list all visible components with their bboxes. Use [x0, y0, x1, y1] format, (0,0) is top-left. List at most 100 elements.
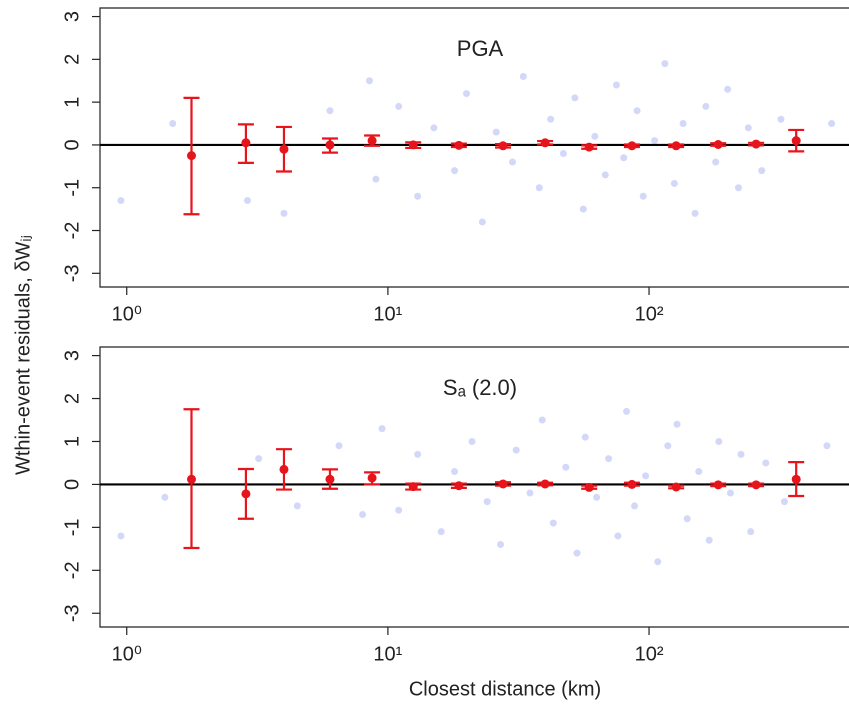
residual-point	[614, 532, 622, 540]
bin-mean	[791, 136, 801, 146]
residual-point	[468, 437, 476, 445]
bin-mean	[367, 136, 377, 146]
bin-mean	[584, 142, 594, 152]
bin-mean	[241, 489, 251, 499]
panel-title: PGA	[457, 36, 504, 61]
bin-mean	[325, 474, 335, 484]
y-tick-label: -3	[61, 604, 83, 622]
residual-point	[562, 463, 570, 471]
bin-mean	[454, 481, 464, 491]
residual-point	[512, 446, 520, 454]
residual-point	[726, 489, 734, 497]
residual-point	[605, 455, 613, 463]
residual-point	[161, 493, 169, 501]
bin-mean	[279, 464, 289, 474]
bin-mean	[454, 140, 464, 150]
residual-point	[395, 102, 403, 110]
bin-mean	[408, 482, 418, 492]
y-tick-label: -2	[61, 561, 83, 579]
bin-mean	[627, 479, 637, 489]
residual-point	[777, 115, 785, 123]
residual-point	[483, 498, 491, 506]
residual-point	[326, 107, 334, 115]
residual-point	[673, 420, 681, 428]
residual-point	[642, 472, 650, 480]
residual-point	[395, 506, 403, 514]
y-tick-label: -3	[61, 264, 83, 282]
residual-point	[737, 450, 745, 458]
x-tick-label: 10¹	[373, 303, 402, 325]
bin-mean	[713, 480, 723, 490]
residual-point	[620, 154, 628, 162]
residual-point	[117, 532, 125, 540]
x-tick-label: 10¹	[373, 643, 402, 665]
residual-point	[280, 209, 288, 217]
residual-point	[117, 197, 125, 205]
residual-point	[169, 120, 177, 128]
residual-point	[243, 197, 251, 205]
residual-point	[463, 90, 471, 98]
residual-point	[670, 179, 678, 187]
bin-mean	[498, 141, 508, 151]
residual-point	[758, 167, 766, 175]
x-tick-label: 10²	[635, 303, 664, 325]
residual-point	[535, 184, 543, 192]
y-tick-label: 2	[61, 393, 83, 404]
residual-point	[639, 192, 647, 200]
bin-mean	[408, 140, 418, 150]
residual-point	[661, 60, 669, 68]
y-tick-label: 0	[61, 139, 83, 150]
bin-mean	[498, 479, 508, 489]
residual-point	[538, 416, 546, 424]
bin-mean	[671, 482, 681, 492]
residual-point	[372, 175, 380, 183]
residual-point	[526, 489, 534, 497]
residual-point	[734, 184, 742, 192]
y-axis-label: Wthin-event residuals, δWᵢⱼ	[12, 235, 34, 475]
residual-point	[747, 528, 755, 536]
x-tick-label: 10⁰	[112, 643, 142, 665]
residual-point	[780, 498, 788, 506]
residual-point	[478, 218, 486, 226]
y-tick-label: 3	[61, 11, 83, 22]
x-axis-label: Closest distance (km)	[409, 678, 601, 700]
residual-point	[492, 128, 500, 136]
bin-mean	[325, 140, 335, 150]
residual-point	[823, 442, 831, 450]
residual-point	[683, 515, 691, 523]
residual-point	[497, 541, 505, 549]
residual-point	[712, 158, 720, 166]
residual-point	[573, 549, 581, 557]
bin-mean	[540, 138, 550, 148]
residual-point	[571, 94, 579, 102]
residual-point	[695, 468, 703, 476]
residual-point	[702, 102, 710, 110]
residual-point	[293, 502, 301, 510]
bin-mean	[241, 138, 251, 148]
residual-point	[633, 107, 641, 115]
residual-point	[623, 407, 631, 415]
x-tick-label: 10⁰	[112, 303, 142, 325]
residual-point	[705, 536, 713, 544]
residual-point	[255, 455, 263, 463]
residual-point	[414, 192, 422, 200]
bin-mean	[186, 474, 196, 484]
residual-point	[679, 120, 687, 128]
residual-point	[664, 442, 672, 450]
y-tick-label: 3	[61, 350, 83, 361]
bin-mean	[367, 473, 377, 483]
residual-point	[654, 558, 662, 566]
plot-frame	[99, 346, 849, 628]
y-tick-label: 0	[61, 479, 83, 490]
y-tick-label: 1	[61, 436, 83, 447]
residual-point	[414, 450, 422, 458]
residual-point	[335, 442, 343, 450]
residual-point	[559, 149, 567, 157]
y-tick-label: 1	[61, 97, 83, 108]
bin-mean	[627, 141, 637, 151]
residual-point	[579, 205, 587, 213]
residual-point	[762, 459, 770, 467]
bin-mean	[540, 479, 550, 489]
residual-point	[591, 132, 599, 140]
